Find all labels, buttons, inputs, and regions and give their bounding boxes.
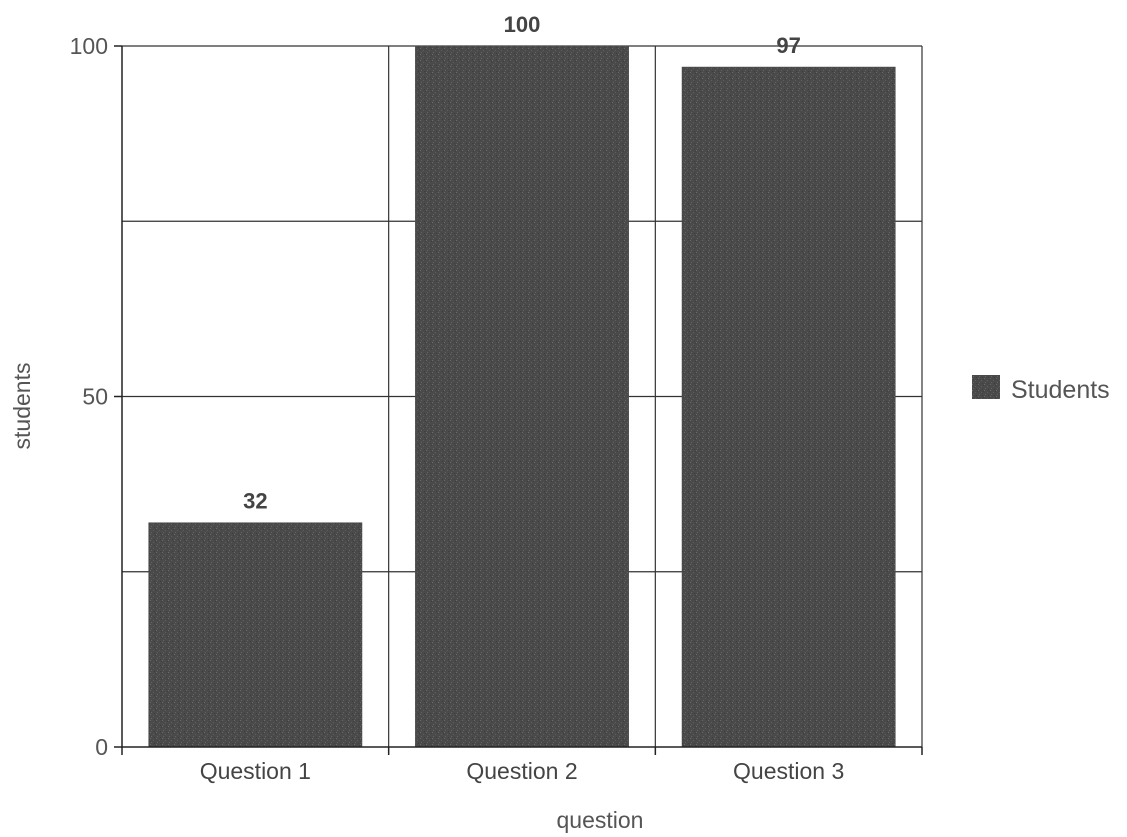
bar-1 bbox=[148, 522, 363, 748]
y-tick-label-100: 100 bbox=[70, 33, 108, 59]
chart-labels: 32 100 97 0 50 100 Question 1 Question 2 Questio… bbox=[70, 12, 845, 784]
y-tick-label-0: 0 bbox=[95, 734, 108, 760]
x-axis-title: question bbox=[557, 807, 644, 833]
legend: Students bbox=[972, 375, 1110, 404]
x-tick-label-2: Question 2 bbox=[466, 758, 577, 784]
y-axis-title: students bbox=[9, 363, 35, 450]
x-tick-label-3: Question 3 bbox=[733, 758, 844, 784]
bars bbox=[148, 45, 896, 748]
bar-3 bbox=[681, 66, 896, 748]
bar-2 bbox=[415, 45, 629, 748]
axes bbox=[114, 45, 923, 755]
legend-swatch bbox=[972, 375, 1000, 399]
data-label-3: 97 bbox=[776, 33, 800, 58]
y-tick-label-50: 50 bbox=[82, 384, 108, 410]
x-tick-label-1: Question 1 bbox=[200, 758, 311, 784]
data-label-2: 100 bbox=[504, 12, 541, 37]
data-label-1: 32 bbox=[243, 489, 267, 514]
legend-label-students: Students bbox=[1011, 376, 1110, 404]
